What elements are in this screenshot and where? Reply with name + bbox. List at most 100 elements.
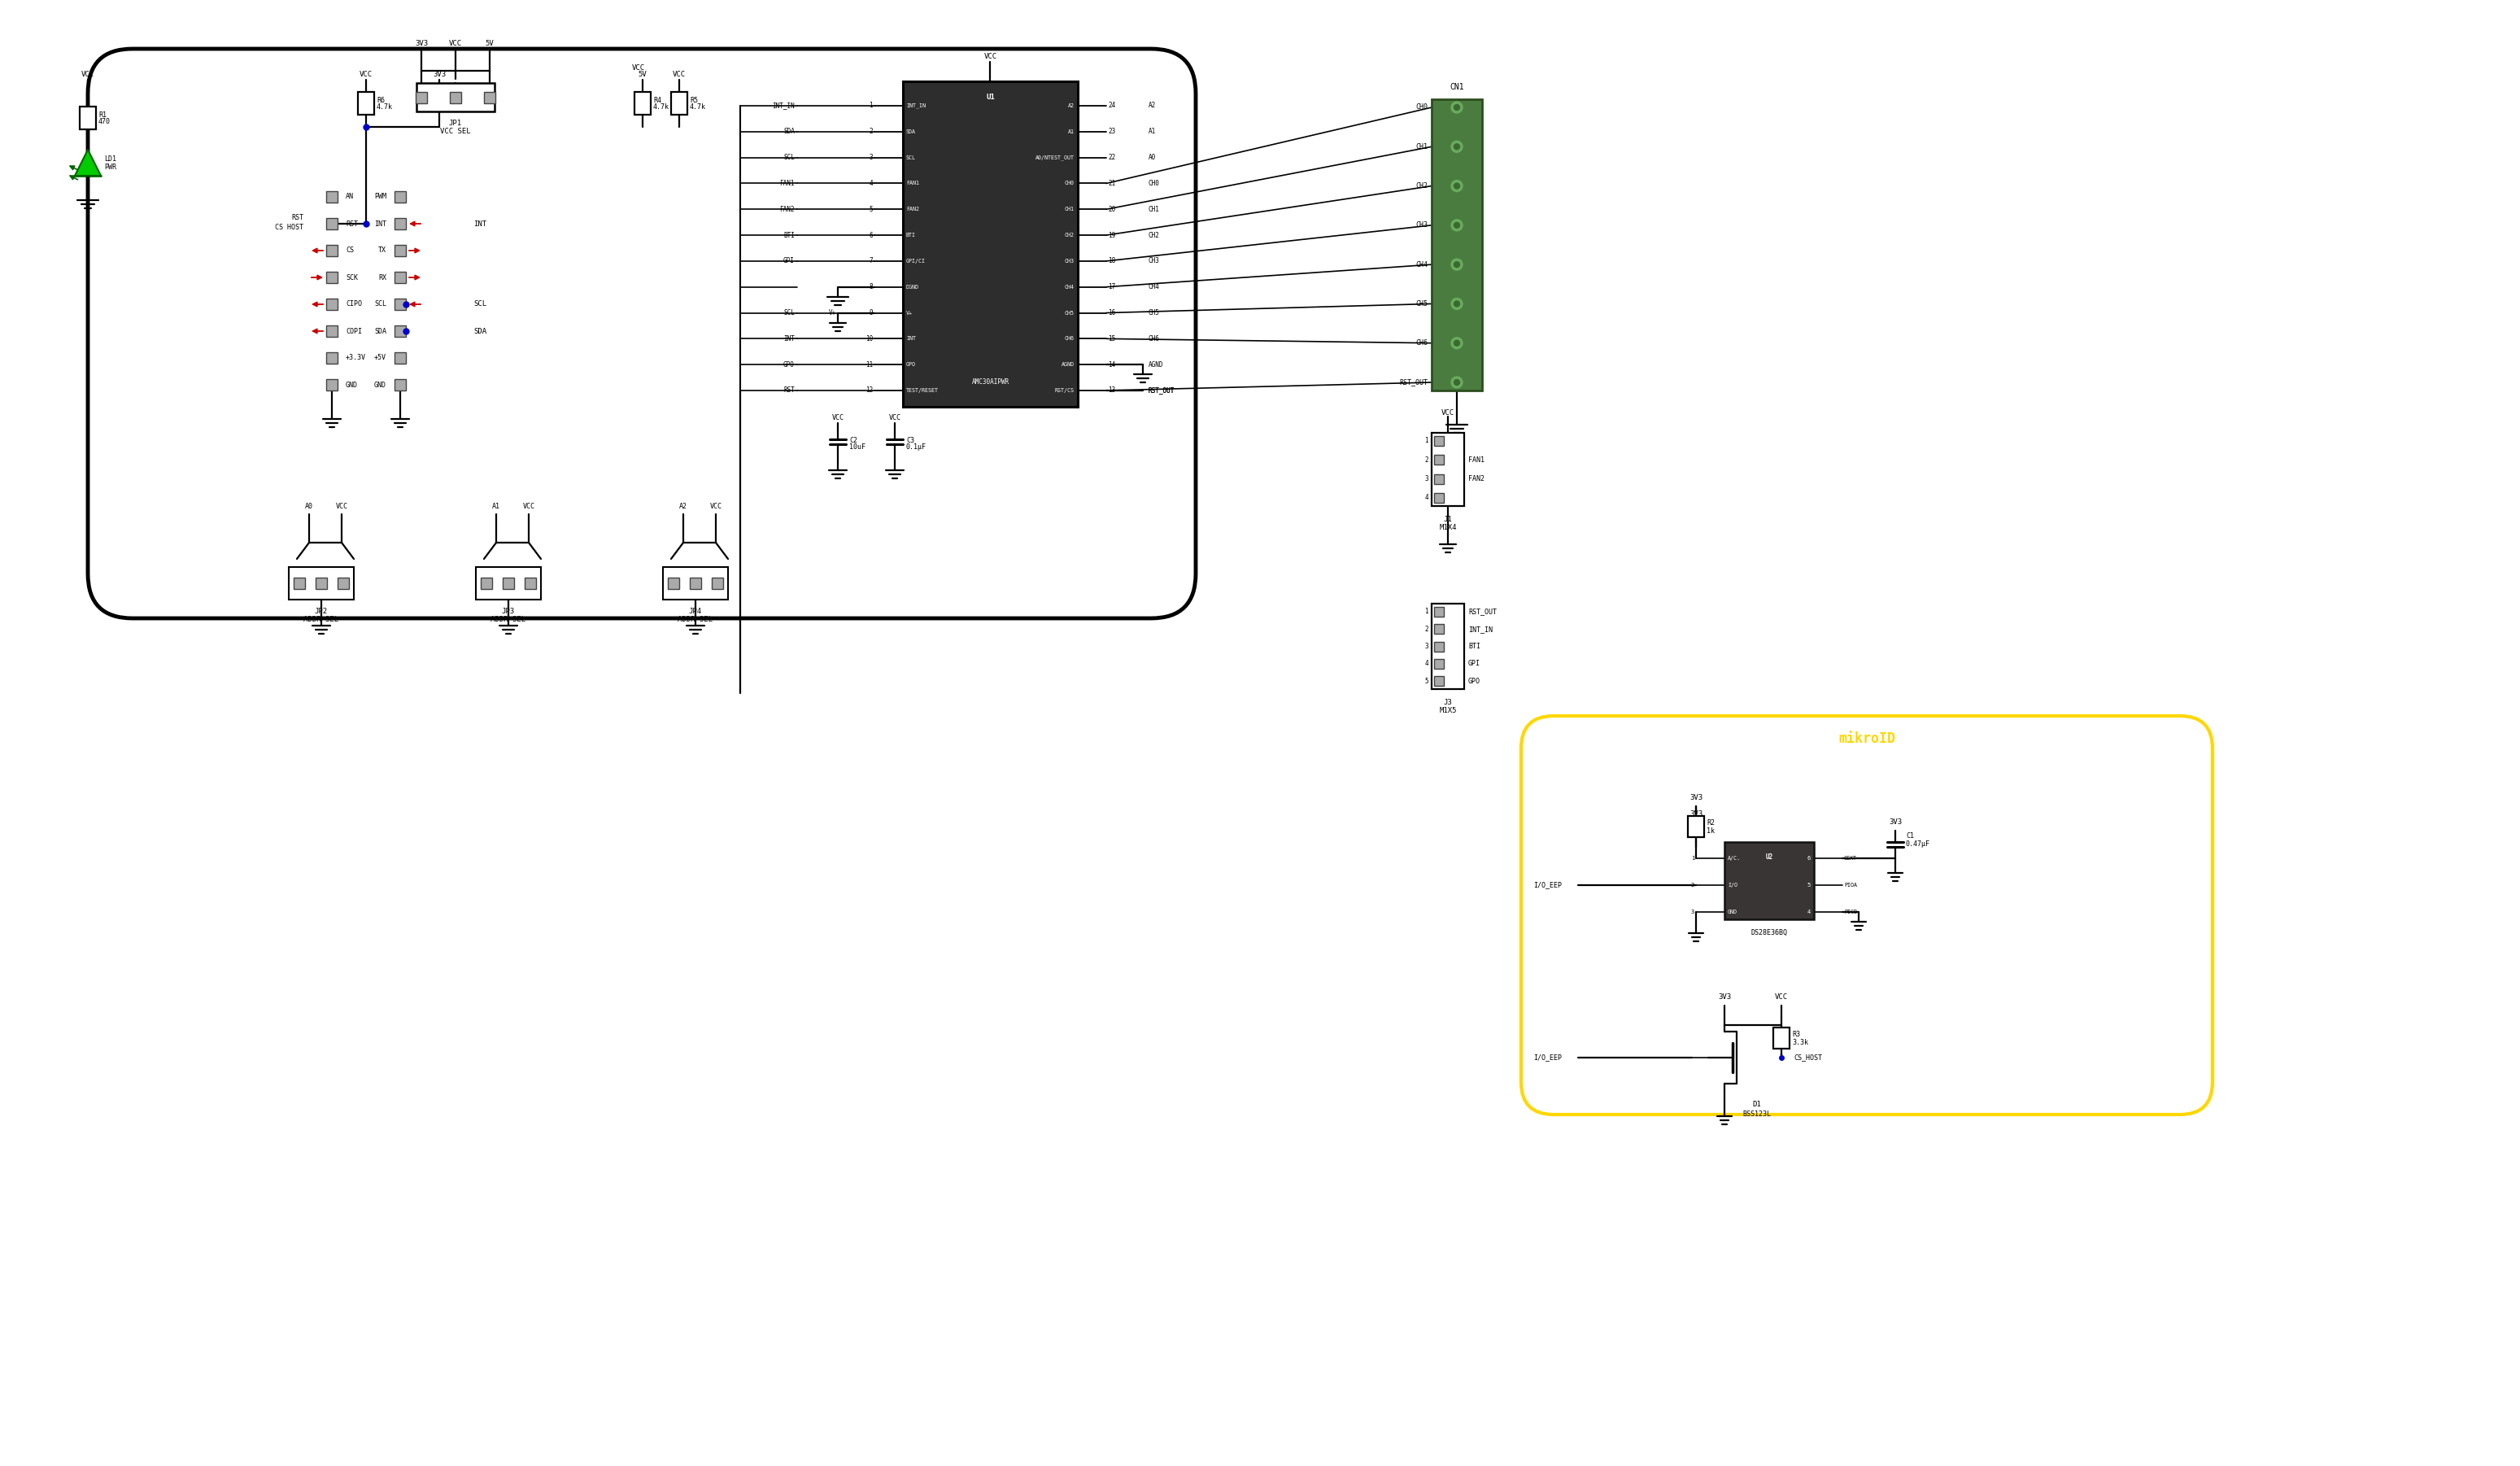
Text: 3V3: 3V3 xyxy=(433,72,446,79)
Text: +5V: +5V xyxy=(373,355,386,362)
Text: CH3: CH3 xyxy=(1149,258,1159,265)
Bar xyxy=(1434,607,1444,617)
Text: 10: 10 xyxy=(864,336,872,343)
Text: VCC: VCC xyxy=(522,503,534,510)
Text: RST_OUT: RST_OUT xyxy=(1469,608,1497,616)
Circle shape xyxy=(1454,104,1459,110)
Text: DS28E36BQ: DS28E36BQ xyxy=(1751,929,1787,937)
Circle shape xyxy=(1452,101,1462,113)
Text: GPI: GPI xyxy=(784,258,794,265)
Text: GND: GND xyxy=(373,381,386,388)
Text: AMC30AIPWR: AMC30AIPWR xyxy=(973,378,1008,386)
Text: CH0: CH0 xyxy=(1149,180,1159,188)
Text: GPI/CI: GPI/CI xyxy=(907,258,925,264)
Text: I/O_EEP: I/O_EEP xyxy=(1532,1054,1562,1061)
Text: CH1: CH1 xyxy=(1066,207,1074,211)
Bar xyxy=(1434,474,1444,484)
Text: BTI: BTI xyxy=(907,233,915,237)
Text: ADDR SEL: ADDR SEL xyxy=(305,616,338,623)
Text: AGND: AGND xyxy=(1149,361,1164,368)
Text: 1: 1 xyxy=(1424,437,1429,444)
Text: J3: J3 xyxy=(1444,699,1452,707)
Circle shape xyxy=(1452,180,1462,192)
Text: VCC: VCC xyxy=(711,503,721,510)
Text: CH6: CH6 xyxy=(1149,336,1159,343)
Bar xyxy=(668,578,680,589)
Text: 3: 3 xyxy=(1424,475,1429,482)
Text: 24: 24 xyxy=(1109,103,1116,110)
Circle shape xyxy=(1452,377,1462,388)
Bar xyxy=(325,325,338,337)
Text: 1k: 1k xyxy=(1706,827,1714,834)
Bar xyxy=(315,578,328,589)
Bar xyxy=(1431,432,1464,506)
Text: R5: R5 xyxy=(690,97,698,104)
Bar xyxy=(358,92,373,114)
Text: C2: C2 xyxy=(849,437,857,444)
Text: 18: 18 xyxy=(1109,258,1116,265)
Text: FAN2: FAN2 xyxy=(1469,475,1484,482)
Text: VCC: VCC xyxy=(335,503,348,510)
Text: CH6: CH6 xyxy=(1416,340,1426,347)
Text: 2: 2 xyxy=(1424,626,1429,633)
Circle shape xyxy=(1452,141,1462,152)
Bar xyxy=(81,107,96,129)
Bar xyxy=(290,567,353,600)
Text: INT_IN: INT_IN xyxy=(907,103,925,108)
Text: 3V3: 3V3 xyxy=(1887,818,1903,825)
Text: M1X4: M1X4 xyxy=(1439,523,1457,531)
Circle shape xyxy=(1454,183,1459,189)
Bar xyxy=(396,299,406,309)
Text: I/O_EEP: I/O_EEP xyxy=(1532,881,1562,888)
Text: A1: A1 xyxy=(1149,128,1157,135)
Text: CH4: CH4 xyxy=(1416,261,1426,268)
Circle shape xyxy=(1454,261,1459,267)
Bar xyxy=(325,380,338,390)
Bar xyxy=(1434,493,1444,503)
Text: 4.7k: 4.7k xyxy=(690,104,706,111)
Text: CH1: CH1 xyxy=(1149,205,1159,213)
Text: A/C.: A/C. xyxy=(1729,856,1741,861)
Text: INT_IN: INT_IN xyxy=(1469,626,1492,633)
Text: SCL: SCL xyxy=(784,154,794,161)
Text: 3V3: 3V3 xyxy=(1688,811,1704,818)
Text: CN1: CN1 xyxy=(1449,84,1464,91)
Text: PIOA: PIOA xyxy=(1845,883,1857,887)
Text: 3: 3 xyxy=(869,154,872,161)
Text: 7: 7 xyxy=(869,258,872,265)
Text: CH5: CH5 xyxy=(1416,301,1426,308)
Bar xyxy=(1434,625,1444,633)
Text: RST_OUT: RST_OUT xyxy=(1399,378,1426,386)
Text: A2: A2 xyxy=(1068,103,1074,108)
Text: J1: J1 xyxy=(1444,516,1452,523)
Text: 19: 19 xyxy=(1109,232,1116,239)
Text: INT: INT xyxy=(474,220,486,227)
Bar xyxy=(902,81,1079,406)
Text: 2: 2 xyxy=(1424,456,1429,463)
Text: RST: RST xyxy=(345,220,358,227)
Bar xyxy=(663,567,728,600)
Circle shape xyxy=(1452,337,1462,349)
Text: VCC: VCC xyxy=(673,72,685,79)
Text: M1X5: M1X5 xyxy=(1439,707,1457,714)
Text: CH2: CH2 xyxy=(1149,232,1159,239)
Text: CH4: CH4 xyxy=(1149,283,1159,290)
Bar xyxy=(325,218,338,229)
Circle shape xyxy=(1452,220,1462,232)
Text: INT: INT xyxy=(907,336,915,342)
Text: BTI: BTI xyxy=(784,232,794,239)
Text: VCC: VCC xyxy=(1441,409,1454,416)
Bar xyxy=(338,578,348,589)
Bar xyxy=(1434,676,1444,686)
Bar xyxy=(325,352,338,364)
Text: A1: A1 xyxy=(1068,129,1074,133)
Text: 20: 20 xyxy=(1109,205,1116,213)
Text: 3.3k: 3.3k xyxy=(1792,1038,1809,1045)
Bar xyxy=(476,567,542,600)
Text: U1: U1 xyxy=(985,94,995,101)
Text: CS_HOST: CS_HOST xyxy=(1794,1054,1822,1061)
Text: R1: R1 xyxy=(98,111,106,119)
Text: 8: 8 xyxy=(869,283,872,290)
Text: D1: D1 xyxy=(1751,1101,1761,1108)
Text: RST_OUT: RST_OUT xyxy=(1149,387,1174,394)
